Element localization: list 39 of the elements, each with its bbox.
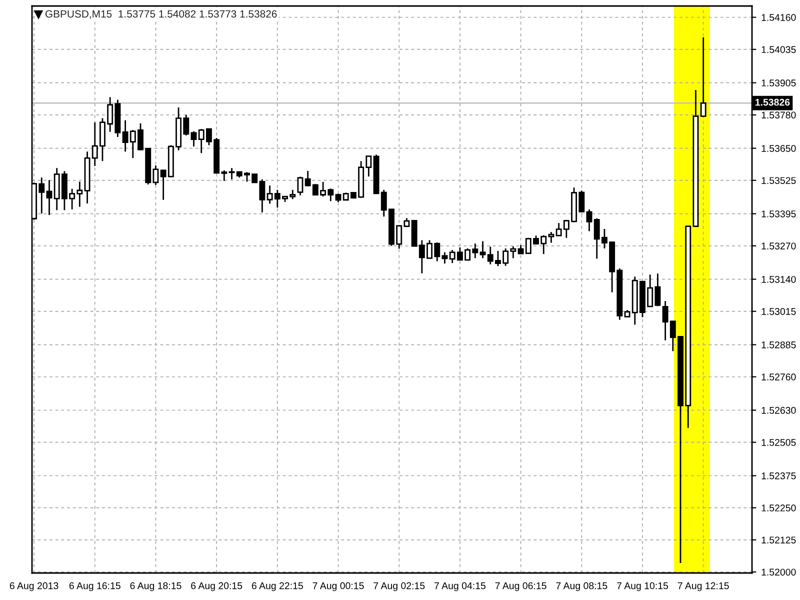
y-tick-label: 1.52885	[762, 341, 796, 348]
candlestick	[700, 36, 706, 118]
y-tick-label: 1.53525	[762, 177, 796, 184]
x-tick-label: 6 Aug 2013	[10, 582, 58, 592]
y-tick-label: 1.53905	[762, 80, 796, 86]
candlestick	[586, 208, 592, 232]
x-tick-label: 7 Aug 00:15	[312, 582, 364, 592]
x-tick-label: 7 Aug 08:15	[556, 582, 608, 592]
y-tick-label: 1.53395	[762, 210, 796, 218]
ref-line-label: 1.53826	[755, 98, 790, 106]
x-tick-label: 7 Aug 04:15	[434, 582, 486, 592]
candlestick	[190, 130, 197, 148]
x-tick-label: 6 Aug 20:15	[191, 582, 242, 592]
y-tick-label: 1.52250	[762, 504, 796, 512]
y-tick-label: 1.52000	[762, 568, 796, 576]
x-tick-label: 7 Aug 12:15	[678, 582, 729, 592]
y-tick-label: 1.54035	[762, 46, 796, 54]
x-tick-label: 7 Aug 06:15	[495, 582, 546, 592]
x-tick-label: 6 Aug 18:15	[130, 582, 182, 592]
candlestick	[46, 179, 52, 216]
x-tick-label: 7 Aug 02:15	[374, 582, 425, 592]
candlestick	[297, 176, 304, 196]
chart-title: GBPUSD,M15 1.53775 1.54082 1.53773 1.53826	[45, 10, 277, 19]
y-tick-label: 1.54160	[762, 14, 796, 21]
y-tick-label: 1.52375	[762, 472, 796, 480]
x-tick-label: 6 Aug 16:15	[69, 582, 120, 592]
y-tick-label: 1.53650	[762, 145, 796, 152]
y-tick-label: 1.53015	[762, 308, 796, 315]
y-tick-label: 1.52505	[762, 439, 796, 446]
y-tick-label: 1.53270	[762, 242, 796, 250]
candlestick	[442, 252, 448, 264]
y-tick-label: 1.52125	[762, 536, 796, 544]
candlestick	[480, 240, 486, 259]
y-tick-label: 1.52630	[762, 406, 796, 414]
x-tick-label: 7 Aug 10:15	[617, 582, 668, 592]
y-tick-label: 1.53780	[762, 112, 796, 118]
x-tick-label: 6 Aug 22:15	[252, 582, 303, 592]
y-tick-label: 1.52760	[762, 374, 796, 380]
y-tick-label: 1.53140	[762, 276, 796, 283]
